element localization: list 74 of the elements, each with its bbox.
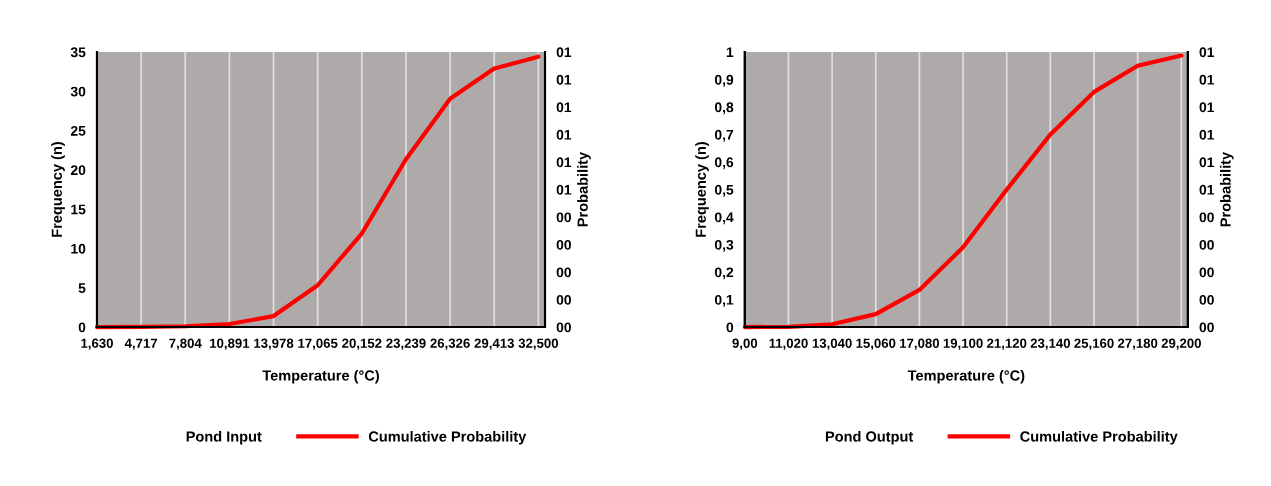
y-tick-label: 0,8	[714, 102, 734, 115]
x-tick-label: 29,413	[474, 338, 514, 350]
y2-tick-label: 00	[1199, 294, 1214, 305]
x-tick-label: 21,120	[987, 338, 1027, 350]
y2-tick-label: 01	[556, 47, 572, 58]
y2-tick-label: 01	[1199, 157, 1215, 168]
y-tick-label: 1	[726, 47, 734, 58]
y-tick-label: 20	[70, 165, 86, 176]
y2-tick-label: 00	[1199, 212, 1214, 223]
y-tick-label: 0,6	[714, 157, 734, 170]
y-tick-label: 35	[70, 47, 86, 58]
x-tick-label: 32,500	[518, 338, 559, 350]
y2-axis-title: Probability	[577, 151, 591, 227]
x-tick-label: 20,152	[342, 338, 382, 350]
x-tick-label: 29,200	[1161, 338, 1201, 350]
x-tick-label: 27,180	[1117, 338, 1158, 350]
x-tick-label: 23,239	[386, 338, 426, 350]
y-tick-label: 0	[726, 322, 734, 333]
legend-label: Cumulative Probability	[1020, 430, 1178, 445]
x-tick-label: 17,080	[900, 338, 940, 350]
x-tick-label: 4,717	[124, 338, 158, 350]
x-tick-label: 1,630	[81, 338, 113, 350]
x-tick-label: 10,891	[210, 338, 250, 350]
x-tick-label: 19,100	[943, 338, 983, 350]
x-tick-label: 17,065	[298, 338, 338, 350]
y2-tick-label: 00	[556, 294, 571, 305]
y2-tick-label: 01	[1199, 47, 1215, 58]
text: Pond Output	[825, 430, 914, 445]
y2-tick-label: 00	[556, 212, 571, 223]
x-tick-label: 7,804	[169, 338, 202, 350]
y-tick-label: 0,2	[714, 267, 734, 280]
y2-tick-label: 00	[556, 267, 571, 278]
x-tick-label: 11,020	[769, 338, 808, 350]
y-tick-label: 5	[78, 283, 86, 293]
y2-tick-label: 01	[1199, 102, 1215, 113]
y-tick-label: 15	[71, 204, 86, 215]
x-tick-label: 13,040	[812, 338, 852, 350]
x-tick-label: 9,00	[732, 338, 758, 350]
y2-tick-label: 01	[556, 102, 572, 113]
y-tick-label: 0	[78, 322, 86, 333]
y2-axis-title: Probability	[1219, 151, 1234, 227]
y2-tick-label: 00	[556, 239, 571, 250]
y2-tick-label: 01	[1199, 129, 1215, 140]
x-tick-label: 26,326	[430, 338, 470, 350]
y2-tick-label: 01	[556, 129, 572, 140]
y-tick-label: 0,4	[714, 212, 734, 225]
y-tick-label: 25	[70, 125, 86, 136]
text: Pond Input	[186, 430, 262, 445]
y-tick-label: 0,1	[714, 294, 734, 307]
x-axis-title: Temperature (°C)	[262, 369, 379, 384]
y-tick-label: 0,3	[714, 239, 734, 252]
y2-tick-label: 00	[1199, 322, 1214, 333]
y-tick-label: 0,5	[714, 184, 734, 197]
y2-tick-label: 00	[556, 322, 571, 333]
y2-tick-label: 00	[1199, 267, 1214, 278]
y2-tick-label: 00	[1199, 239, 1214, 250]
y2-tick-label: 01	[556, 157, 572, 168]
y-tick-label: 0,9	[714, 74, 734, 87]
y2-tick-label: 01	[556, 184, 572, 195]
y-tick-label: 10	[71, 243, 86, 254]
x-tick-label: 15,060	[856, 338, 896, 350]
legend-label: Cumulative Probability	[368, 430, 527, 445]
x-tick-label: 13,978	[254, 338, 294, 350]
y2-tick-label: 01	[1199, 74, 1215, 85]
y2-tick-label: 01	[1199, 184, 1215, 195]
y2-tick-label: 01	[556, 74, 572, 85]
x-axis-title: Temperature (°C)	[907, 369, 1025, 384]
x-tick-label: 25,160	[1074, 338, 1114, 350]
y-tick-label: 0,7	[714, 129, 734, 142]
y-axis-title: Frequency (n)	[51, 142, 65, 237]
y-tick-label: 30	[70, 86, 86, 97]
y-axis-title: Frequency (n)	[695, 142, 709, 237]
x-tick-label: 23,140	[1030, 338, 1071, 350]
line-series	[94, 54, 541, 330]
